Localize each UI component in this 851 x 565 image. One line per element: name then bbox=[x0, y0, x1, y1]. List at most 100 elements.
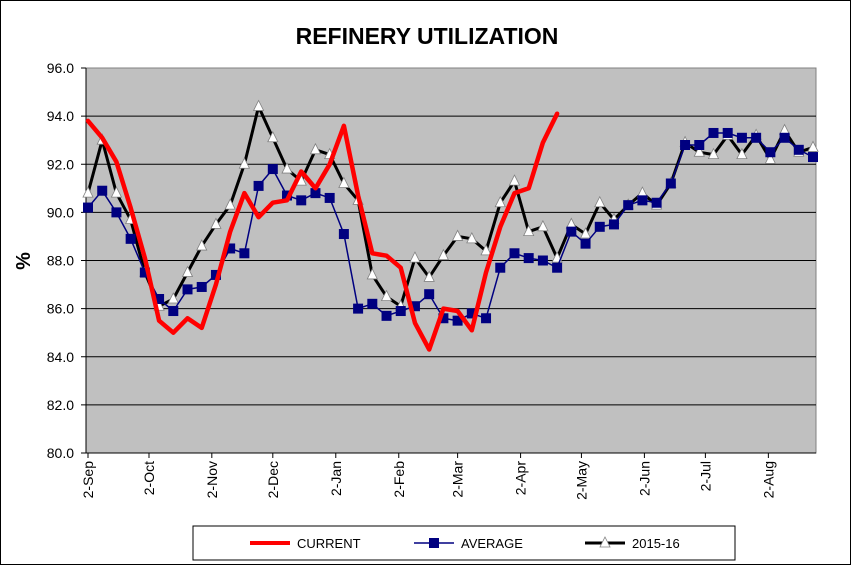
data-point-2015-16 bbox=[707, 147, 720, 160]
legend-item-average: AVERAGE bbox=[414, 536, 523, 551]
data-point-average bbox=[765, 147, 776, 158]
y-tick-label: 86.0 bbox=[47, 301, 74, 317]
series-layer bbox=[82, 99, 819, 352]
data-point-average bbox=[566, 226, 577, 237]
data-point-average bbox=[296, 195, 307, 206]
data-point-average bbox=[665, 178, 676, 189]
data-point-2015-16 bbox=[537, 219, 549, 232]
data-point-2015-16 bbox=[807, 140, 819, 152]
data-point-average bbox=[793, 144, 804, 155]
x-tick-label: 2-Mar bbox=[450, 461, 466, 498]
data-point-average bbox=[196, 281, 207, 292]
x-axis-ticks: 2-Sep 2-Oct 2-Nov 2-Dec 2-Jan 2-Feb 2-Mar 2-Apr… bbox=[80, 452, 816, 500]
data-point-2015-16 bbox=[366, 268, 378, 280]
data-point-2015-16 bbox=[210, 217, 222, 229]
data-point-average bbox=[509, 248, 520, 259]
data-point-average bbox=[580, 238, 591, 249]
y-tick-label: 88.0 bbox=[47, 253, 74, 269]
data-point-average bbox=[409, 301, 420, 312]
series-line-average bbox=[87, 132, 814, 322]
data-point-2015-16 bbox=[252, 99, 265, 111]
data-point-average bbox=[139, 267, 150, 278]
chart-title: REFINERY UTILIZATION bbox=[296, 23, 559, 49]
data-point-average bbox=[552, 262, 563, 273]
data-point-average bbox=[438, 313, 449, 324]
x-tick-label: 2-Nov bbox=[204, 461, 220, 498]
x-tick-label: 2-Jul bbox=[697, 461, 713, 491]
data-point-average bbox=[338, 229, 349, 240]
data-point-average bbox=[125, 233, 136, 244]
data-point-2015-16 bbox=[423, 270, 435, 282]
data-point-2015-16 bbox=[494, 195, 506, 208]
data-point-average bbox=[324, 192, 335, 203]
data-point-average bbox=[694, 140, 705, 150]
x-tick-label: 2-May bbox=[573, 461, 589, 500]
data-point-2015-16 bbox=[281, 162, 293, 174]
data-point-average bbox=[239, 248, 250, 259]
legend-label-current: CURRENT bbox=[297, 536, 361, 551]
legend-marker-2015-16 bbox=[599, 536, 611, 548]
y-axis-ticks: 80.0 82.0 84.0 86.0 88.0 90.0 92.0 94.0 96.0 bbox=[47, 60, 87, 461]
x-tick-label: 2-Sep bbox=[80, 461, 96, 499]
data-point-2015-16 bbox=[238, 157, 251, 169]
data-point-average bbox=[481, 313, 492, 324]
legend-item-2015-16: 2015-16 bbox=[585, 536, 680, 551]
data-point-average bbox=[253, 180, 264, 191]
legend-label-average: AVERAGE bbox=[461, 536, 523, 551]
legend: CURRENT AVERAGE 2015-16 bbox=[192, 525, 736, 561]
x-tick-label: 2-Dec bbox=[265, 461, 281, 498]
data-point-average bbox=[722, 127, 733, 138]
data-point-average bbox=[608, 219, 619, 230]
data-point-average bbox=[210, 269, 221, 280]
y-tick-label: 80.0 bbox=[47, 445, 74, 461]
data-point-2015-16 bbox=[523, 224, 535, 237]
data-point-average bbox=[779, 132, 790, 143]
x-tick-label: 2-Jan bbox=[328, 461, 344, 496]
data-point-average bbox=[424, 289, 435, 300]
data-point-average bbox=[651, 197, 662, 208]
data-point-2015-16 bbox=[480, 243, 492, 256]
data-point-2015-16 bbox=[437, 248, 450, 261]
data-point-average bbox=[267, 164, 278, 175]
series-line-2015-16 bbox=[86, 105, 815, 308]
data-point-2015-16 bbox=[380, 289, 393, 301]
data-point-2015-16 bbox=[167, 292, 179, 304]
data-point-2015-16 bbox=[224, 198, 236, 210]
data-point-average bbox=[154, 294, 165, 304]
data-point-average bbox=[751, 132, 762, 143]
data-point-2015-16 bbox=[508, 174, 521, 186]
x-tick-label: 2-Oct bbox=[141, 461, 157, 495]
x-tick-label: 2-Jun bbox=[636, 461, 652, 496]
data-point-average bbox=[808, 152, 818, 163]
data-point-average bbox=[594, 221, 605, 232]
data-point-average bbox=[466, 308, 477, 319]
data-point-average bbox=[83, 202, 93, 213]
data-point-average bbox=[495, 262, 506, 273]
data-point-2015-16 bbox=[196, 239, 208, 251]
data-point-2015-16 bbox=[309, 142, 322, 155]
data-point-average bbox=[182, 284, 193, 295]
data-point-2015-16 bbox=[267, 130, 279, 143]
series-line-current bbox=[85, 111, 560, 352]
data-point-average bbox=[310, 188, 321, 199]
legend-marker-average bbox=[429, 538, 439, 548]
data-point-average bbox=[452, 315, 463, 326]
data-point-average bbox=[395, 306, 406, 317]
data-point-average bbox=[353, 303, 364, 314]
data-point-2015-16 bbox=[579, 227, 592, 239]
data-point-average bbox=[623, 200, 634, 211]
y-tick-label: 96.0 bbox=[47, 60, 74, 76]
data-point-2015-16 bbox=[82, 186, 94, 198]
y-tick-label: 82.0 bbox=[47, 397, 74, 413]
data-point-average bbox=[736, 132, 747, 143]
data-point-average bbox=[381, 310, 392, 321]
data-point-average bbox=[637, 195, 648, 206]
legend-item-current: CURRENT bbox=[250, 536, 361, 551]
legend-label-2015-16: 2015-16 bbox=[632, 536, 680, 551]
data-point-2015-16 bbox=[409, 251, 421, 263]
data-point-2015-16 bbox=[110, 186, 123, 198]
data-point-2015-16 bbox=[451, 229, 464, 241]
y-axis-label: % bbox=[13, 252, 35, 270]
data-point-2015-16 bbox=[466, 231, 478, 244]
data-point-average bbox=[537, 255, 548, 266]
